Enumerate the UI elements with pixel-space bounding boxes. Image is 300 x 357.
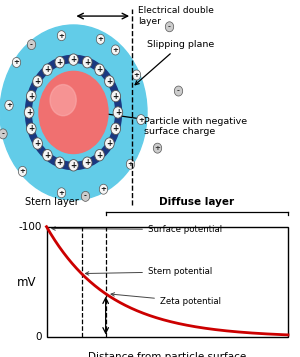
Circle shape	[69, 160, 78, 171]
Circle shape	[12, 57, 21, 67]
Text: +: +	[20, 169, 26, 174]
Circle shape	[113, 107, 123, 118]
Circle shape	[27, 40, 36, 50]
Text: +: +	[58, 190, 64, 196]
Text: +: +	[84, 158, 90, 167]
Circle shape	[55, 157, 64, 169]
Text: -: -	[84, 193, 87, 199]
Circle shape	[43, 150, 52, 161]
Circle shape	[39, 71, 108, 154]
Circle shape	[81, 191, 90, 201]
Text: +: +	[28, 124, 34, 133]
Text: +: +	[112, 47, 118, 53]
Circle shape	[33, 138, 42, 149]
Circle shape	[111, 90, 121, 102]
Text: +: +	[34, 77, 41, 86]
Circle shape	[0, 25, 147, 200]
Text: +: +	[154, 145, 160, 151]
Circle shape	[95, 150, 104, 161]
Circle shape	[96, 34, 105, 44]
Text: mV: mV	[17, 276, 37, 288]
Circle shape	[105, 138, 114, 149]
Text: +: +	[57, 158, 63, 167]
Text: -: -	[30, 42, 33, 47]
Text: +: +	[44, 65, 50, 74]
Text: Zeta potential: Zeta potential	[111, 293, 221, 306]
Text: +: +	[84, 58, 90, 67]
Text: Stern potential: Stern potential	[85, 267, 212, 276]
Circle shape	[153, 143, 162, 153]
Circle shape	[57, 188, 66, 198]
Circle shape	[5, 100, 13, 110]
Circle shape	[105, 76, 114, 87]
Circle shape	[82, 157, 92, 169]
Circle shape	[174, 86, 183, 96]
Text: +: +	[97, 65, 103, 74]
Bar	[46, 227, 288, 337]
Circle shape	[26, 90, 36, 102]
Text: +: +	[98, 36, 103, 42]
Text: +: +	[6, 102, 12, 108]
Text: -: -	[168, 24, 171, 30]
Circle shape	[26, 55, 122, 170]
Text: Stern layer: Stern layer	[25, 197, 79, 207]
Text: 0: 0	[35, 332, 42, 342]
Circle shape	[18, 166, 27, 176]
Text: +: +	[134, 72, 140, 78]
Text: +: +	[100, 186, 106, 192]
Text: +: +	[14, 60, 20, 65]
Text: Diffuse layer: Diffuse layer	[159, 197, 234, 207]
Text: +: +	[26, 108, 32, 117]
Text: +: +	[70, 55, 76, 64]
Text: +: +	[115, 108, 121, 117]
Text: +: +	[57, 58, 63, 67]
Circle shape	[69, 54, 78, 65]
Text: Electrical double
layer: Electrical double layer	[138, 6, 214, 26]
Circle shape	[26, 123, 36, 135]
Circle shape	[0, 129, 7, 139]
Circle shape	[132, 70, 141, 80]
Text: +: +	[112, 92, 119, 101]
Text: +: +	[112, 124, 119, 133]
Circle shape	[57, 31, 66, 41]
Circle shape	[111, 123, 121, 135]
Text: +: +	[106, 139, 112, 148]
Text: Slipping plane: Slipping plane	[135, 40, 214, 85]
Text: +: +	[28, 92, 34, 101]
Circle shape	[43, 64, 52, 75]
Text: +: +	[44, 151, 50, 160]
Circle shape	[33, 76, 42, 87]
Circle shape	[165, 22, 174, 32]
Circle shape	[137, 115, 145, 125]
Text: +: +	[97, 151, 103, 160]
Text: Particle with negative
surface charge: Particle with negative surface charge	[100, 112, 247, 136]
Text: -: -	[2, 131, 4, 137]
Text: +: +	[138, 117, 144, 122]
Circle shape	[24, 107, 34, 118]
Circle shape	[50, 85, 76, 116]
Text: +: +	[128, 161, 134, 167]
Text: -100: -100	[19, 222, 42, 232]
Text: +: +	[58, 33, 64, 39]
Circle shape	[55, 56, 64, 68]
Text: +: +	[70, 161, 76, 170]
Circle shape	[33, 64, 114, 161]
Circle shape	[99, 184, 108, 194]
Circle shape	[111, 45, 120, 55]
Text: +: +	[34, 139, 41, 148]
Text: Surface potential: Surface potential	[52, 225, 222, 234]
Text: -: -	[177, 88, 180, 94]
Circle shape	[126, 159, 135, 169]
Circle shape	[82, 56, 92, 68]
Circle shape	[95, 64, 104, 75]
Text: +: +	[106, 77, 112, 86]
Text: Distance from particle surface: Distance from particle surface	[88, 352, 246, 357]
